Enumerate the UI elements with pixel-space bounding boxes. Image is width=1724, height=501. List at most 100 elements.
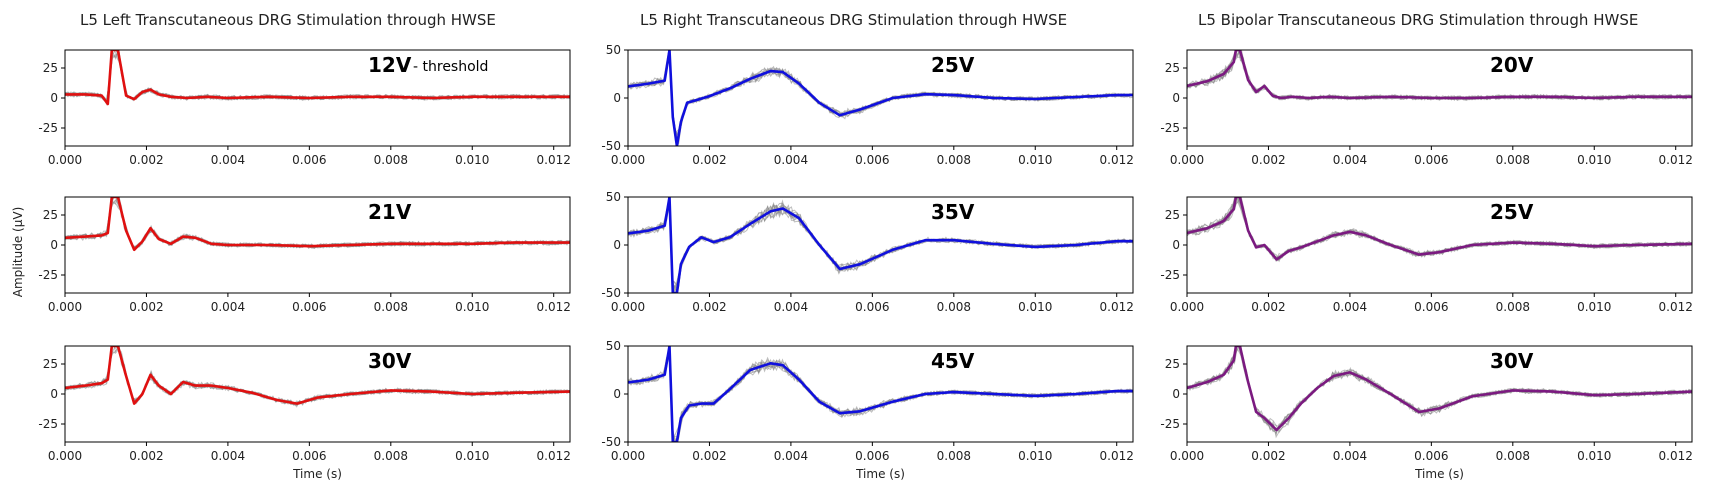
plot-traces (628, 50, 1133, 146)
mean-trace (1187, 197, 1692, 261)
x-tick-label: 0.008 (374, 300, 408, 314)
column-title-left: L5 Left Transcutaneous DRG Stimulation t… (80, 11, 496, 29)
x-tick-label: 0.012 (1100, 300, 1134, 314)
plot-traces (1187, 197, 1692, 263)
x-tick-label: 0.012 (537, 300, 571, 314)
y-tick-label: -50 (601, 435, 621, 449)
x-tick-label: 0.008 (1496, 300, 1530, 314)
x-tick-label: 0.004 (774, 300, 808, 314)
x-tick-label: 0.012 (1659, 300, 1693, 314)
y-tick-label: -25 (38, 417, 58, 431)
column-title-bipolar: L5 Bipolar Transcutaneous DRG Stimulatio… (1198, 11, 1638, 29)
x-tick-label: 0.010 (1018, 449, 1052, 463)
panel-left-1: 0.000 0.002 0.004 0.006 0.008 0.010 0.012 25 0 -2… (38, 49, 571, 167)
y-tick-label: 0 (50, 387, 58, 401)
x-tick-label: 0.012 (537, 449, 571, 463)
y-tick-label: 25 (43, 357, 58, 371)
x-tick-label: 0.008 (374, 449, 408, 463)
y-tick-label: 0 (613, 238, 621, 252)
threshold-annotation: - threshold (413, 59, 488, 75)
x-tick-label: 0.008 (937, 300, 971, 314)
panel-right-2: 0.000 0.002 0.004 0.006 0.008 0.010 0.012 50 0 -5… (601, 190, 1133, 314)
voltage-label: 35V (931, 200, 975, 224)
y-tick-label: 0 (50, 91, 58, 105)
mean-trace (628, 50, 1133, 146)
y-axis-label: Amplitude (µV) (11, 207, 25, 298)
x-tick-label: 0.006 (855, 449, 889, 463)
mean-trace (1187, 346, 1692, 432)
x-tick-label: 0.000 (611, 300, 645, 314)
panel-right-3: 0.000 0.002 0.004 0.006 0.008 0.010 0.012 50 0 -5… (601, 339, 1133, 481)
y-tick-label: 25 (1165, 208, 1180, 222)
x-tick-label: 0.006 (292, 300, 326, 314)
y-tick-label: 0 (1172, 91, 1180, 105)
y-tick-label: -25 (38, 268, 58, 282)
x-tick-label: 0.004 (1333, 449, 1367, 463)
plot-traces (1187, 346, 1692, 439)
x-tick-label: 0.010 (1018, 300, 1052, 314)
panels: 0.000 0.002 0.004 0.006 0.008 0.010 0.012 25 0 -2… (38, 43, 1693, 481)
x-tick-label: 0.002 (129, 449, 163, 463)
panel-left-3: 0.000 0.002 0.004 0.006 0.008 0.010 0.012 25 0 -2… (38, 345, 571, 481)
x-tick-label: 0.006 (1414, 300, 1448, 314)
x-tick-label: 0.002 (692, 300, 726, 314)
plot-traces (65, 50, 570, 106)
x-tick-label: 0.000 (48, 449, 82, 463)
x-axis-label: Time (s) (855, 467, 905, 481)
x-tick-label: 0.006 (292, 449, 326, 463)
y-tick-label: 50 (606, 190, 621, 204)
x-tick-label: 0.004 (211, 300, 245, 314)
panel-bipolar-1: 0.000 0.002 0.004 0.006 0.008 0.010 0.012 25 0 -2… (1160, 49, 1693, 167)
plot-traces (628, 346, 1133, 442)
x-tick-label: 0.012 (1659, 153, 1693, 167)
plot-traces (628, 197, 1133, 293)
voltage-label: 30V (1490, 349, 1534, 373)
x-tick-label: 0.000 (48, 300, 82, 314)
y-tick-label: 25 (43, 61, 58, 75)
x-tick-label: 0.012 (1659, 449, 1693, 463)
x-tick-label: 0.008 (374, 153, 408, 167)
voltage-label: 12V (368, 53, 412, 77)
x-tick-label: 0.000 (1170, 153, 1204, 167)
voltage-label: 25V (931, 53, 975, 77)
x-tick-label: 0.008 (937, 153, 971, 167)
x-tick-label: 0.004 (1333, 153, 1367, 167)
x-tick-label: 0.006 (1414, 449, 1448, 463)
mean-trace (65, 50, 570, 106)
x-tick-label: 0.000 (48, 153, 82, 167)
x-tick-label: 0.010 (1577, 449, 1611, 463)
column-title-right: L5 Right Transcutaneous DRG Stimulation … (640, 11, 1067, 29)
voltage-label: 25V (1490, 200, 1534, 224)
x-tick-label: 0.012 (1100, 449, 1134, 463)
y-tick-label: -25 (1160, 417, 1180, 431)
x-tick-label: 0.004 (1333, 300, 1367, 314)
y-tick-label: 25 (1165, 61, 1180, 75)
x-tick-label: 0.010 (1018, 153, 1052, 167)
y-tick-label: 50 (606, 339, 621, 353)
x-tick-label: 0.010 (455, 153, 489, 167)
x-tick-label: 0.010 (455, 449, 489, 463)
voltage-label: 30V (368, 349, 412, 373)
x-tick-label: 0.012 (1100, 153, 1134, 167)
y-tick-label: 25 (43, 208, 58, 222)
x-axis-label: Time (s) (292, 467, 342, 481)
x-tick-label: 0.000 (611, 449, 645, 463)
y-tick-label: -25 (1160, 121, 1180, 135)
x-tick-label: 0.010 (1577, 153, 1611, 167)
y-tick-label: 50 (606, 43, 621, 57)
x-tick-label: 0.000 (611, 153, 645, 167)
x-tick-label: 0.004 (211, 153, 245, 167)
mean-trace (628, 346, 1133, 442)
plot-traces (1187, 50, 1692, 101)
x-tick-label: 0.006 (1414, 153, 1448, 167)
x-axis-label: Time (s) (1414, 467, 1464, 481)
trial-trace (628, 348, 1133, 442)
x-tick-label: 0.002 (1251, 300, 1285, 314)
y-tick-label: 0 (613, 387, 621, 401)
plot-traces (65, 346, 570, 408)
x-tick-label: 0.006 (855, 153, 889, 167)
y-tick-label: -25 (1160, 268, 1180, 282)
mean-trace (65, 197, 570, 252)
x-tick-label: 0.002 (129, 300, 163, 314)
